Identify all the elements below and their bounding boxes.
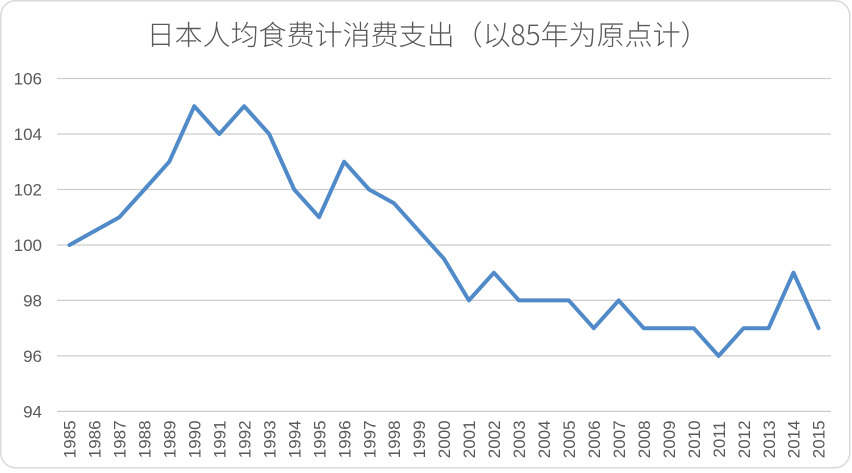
svg-text:98: 98: [23, 292, 42, 311]
svg-text:1994: 1994: [285, 420, 304, 458]
svg-text:1985: 1985: [61, 420, 80, 458]
svg-text:106: 106: [14, 70, 42, 89]
svg-text:1988: 1988: [136, 420, 155, 458]
svg-text:2005: 2005: [560, 420, 579, 458]
svg-text:1986: 1986: [86, 420, 105, 458]
svg-text:104: 104: [14, 125, 42, 144]
svg-text:2012: 2012: [735, 420, 754, 458]
svg-text:102: 102: [14, 181, 42, 200]
svg-text:1992: 1992: [235, 420, 254, 458]
svg-text:1997: 1997: [360, 420, 379, 458]
svg-text:100: 100: [14, 236, 42, 255]
svg-text:2000: 2000: [435, 420, 454, 458]
svg-text:2015: 2015: [810, 420, 829, 458]
svg-text:2010: 2010: [685, 420, 704, 458]
svg-text:1989: 1989: [161, 420, 180, 458]
svg-text:96: 96: [23, 347, 42, 366]
svg-text:1990: 1990: [186, 420, 205, 458]
svg-text:2009: 2009: [660, 420, 679, 458]
svg-text:2013: 2013: [760, 420, 779, 458]
svg-text:2008: 2008: [635, 420, 654, 458]
svg-text:1998: 1998: [385, 420, 404, 458]
svg-text:2003: 2003: [510, 420, 529, 458]
svg-text:2006: 2006: [585, 420, 604, 458]
svg-text:1996: 1996: [335, 420, 354, 458]
svg-text:1995: 1995: [310, 420, 329, 458]
svg-text:1993: 1993: [260, 420, 279, 458]
svg-text:2004: 2004: [535, 420, 554, 458]
svg-text:2007: 2007: [610, 420, 629, 458]
svg-text:2002: 2002: [485, 420, 504, 458]
svg-text:1991: 1991: [211, 420, 230, 458]
svg-text:1999: 1999: [410, 420, 429, 458]
svg-text:2001: 2001: [460, 420, 479, 458]
svg-text:2011: 2011: [710, 421, 729, 458]
svg-text:2014: 2014: [785, 420, 804, 458]
svg-text:1987: 1987: [111, 420, 130, 458]
svg-text:94: 94: [23, 403, 42, 422]
